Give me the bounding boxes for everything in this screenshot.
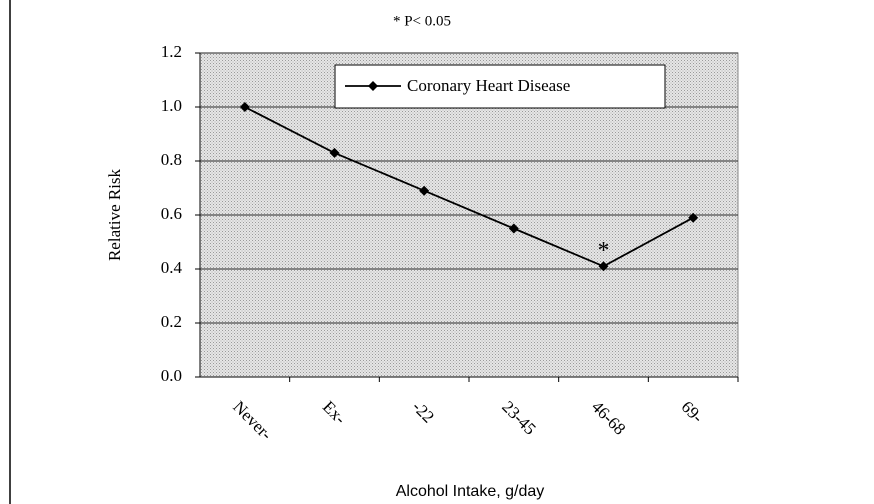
x-tick-label: -22	[409, 397, 438, 426]
y-tick-label: 0.6	[161, 204, 182, 223]
y-tick-label: 0.2	[161, 312, 182, 331]
y-tick-label: 0.0	[161, 366, 182, 385]
y-tick-label: 1.2	[161, 42, 182, 61]
marker	[239, 102, 250, 112]
y-tick-label: 0.8	[161, 150, 182, 169]
x-tick-label: 46-68	[588, 397, 629, 438]
marker	[419, 185, 430, 196]
y-tick-label: 1.0	[161, 96, 182, 115]
y-tick-label: 0.4	[161, 258, 183, 277]
marker	[329, 147, 340, 158]
marker	[508, 223, 519, 234]
annotation: *	[598, 238, 610, 264]
legend-marker	[368, 81, 378, 91]
y-axis-label: Relative Risk	[105, 168, 124, 261]
x-tick-label: Never-	[229, 397, 276, 444]
series-line	[244, 106, 694, 268]
marker	[598, 261, 609, 272]
x-axis-label: Alcohol Intake, g/day	[396, 483, 545, 500]
legend-label: Coronary Heart Disease	[407, 76, 570, 95]
x-tick-label: Ex-	[319, 397, 350, 428]
chart-title: * P< 0.05	[393, 13, 451, 29]
marker	[688, 212, 699, 223]
x-tick-label: 23-45	[498, 397, 539, 438]
x-tick-label: 69-	[678, 397, 708, 427]
